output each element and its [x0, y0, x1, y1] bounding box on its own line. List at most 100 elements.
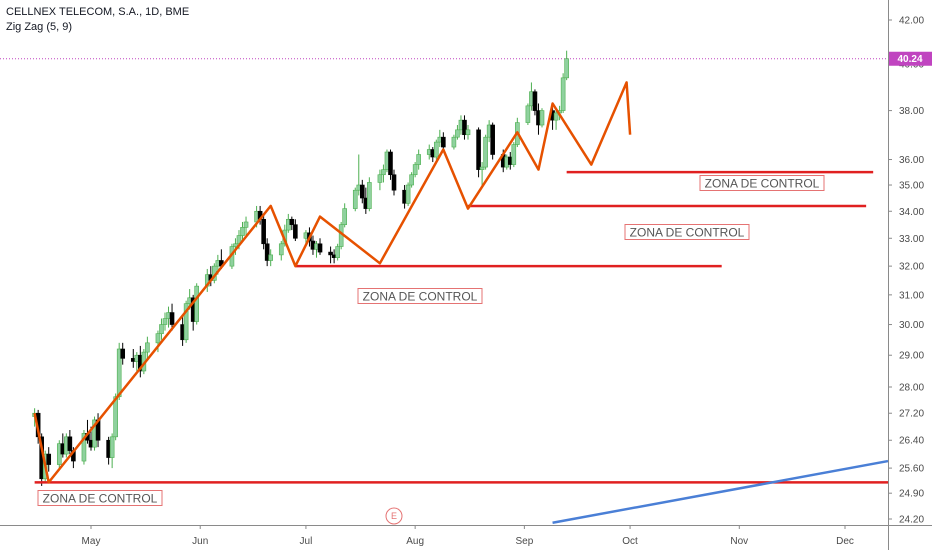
candle-body-up	[145, 342, 150, 353]
candle-body-up	[412, 164, 418, 176]
candle[interactable]	[120, 342, 126, 365]
candle[interactable]	[359, 179, 365, 204]
last-price-label: 40.24	[897, 54, 922, 65]
earnings-marker[interactable]	[385, 507, 403, 525]
candle[interactable]	[560, 73, 566, 113]
candle[interactable]	[388, 149, 393, 180]
candle[interactable]	[289, 216, 295, 231]
candle-body-up	[465, 129, 471, 136]
candle[interactable]	[451, 134, 457, 150]
x-tick-label: Sep	[515, 536, 533, 547]
candle[interactable]	[159, 318, 164, 340]
candle[interactable]	[539, 108, 545, 128]
candle[interactable]	[109, 433, 115, 469]
candle[interactable]	[162, 312, 168, 331]
candle[interactable]	[328, 246, 333, 264]
candle[interactable]	[462, 115, 467, 140]
y-tick-label: 24.90	[899, 489, 924, 500]
x-tick-label: Jun	[192, 536, 208, 547]
candle-body-down	[462, 119, 467, 136]
candle-body-up	[278, 243, 284, 256]
x-tick-label: Oct	[622, 536, 638, 547]
candle[interactable]	[553, 110, 559, 130]
candle-body-up	[243, 221, 249, 228]
zone-label: ZONA DE CONTROL	[363, 290, 478, 304]
candle[interactable]	[405, 182, 411, 206]
candle[interactable]	[264, 238, 270, 267]
candle[interactable]	[352, 187, 358, 212]
candle[interactable]	[243, 216, 249, 236]
candle-body-up	[416, 154, 421, 165]
candle[interactable]	[483, 134, 488, 170]
candle-body-up	[564, 58, 569, 79]
candle[interactable]	[342, 203, 347, 228]
candle[interactable]	[455, 124, 460, 140]
candle-body-down	[289, 218, 295, 225]
candle-body-up	[560, 77, 566, 111]
candle[interactable]	[433, 139, 439, 160]
candle[interactable]	[317, 238, 323, 255]
candle-body-up	[233, 243, 238, 247]
y-tick-label: 24.20	[899, 515, 924, 526]
y-tick-label: 35.00	[899, 181, 924, 192]
candle[interactable]	[278, 241, 284, 261]
candle-body-up	[511, 144, 517, 165]
candle[interactable]	[233, 238, 238, 255]
candle[interactable]	[377, 169, 383, 191]
candle[interactable]	[46, 447, 52, 472]
y-tick-label: 27.20	[899, 409, 924, 420]
candle-body-up	[113, 396, 118, 438]
trendline[interactable]	[552, 459, 889, 524]
candle[interactable]	[412, 162, 418, 178]
candle[interactable]	[268, 249, 273, 267]
candle[interactable]	[416, 149, 421, 170]
y-tick-label: 30.00	[899, 320, 924, 331]
candle[interactable]	[381, 164, 386, 183]
candle[interactable]	[525, 103, 531, 125]
candle-body-up	[240, 227, 245, 236]
candle[interactable]	[465, 124, 471, 140]
candle[interactable]	[409, 172, 414, 188]
candle[interactable]	[155, 330, 161, 353]
candle[interactable]	[169, 303, 175, 331]
candle[interactable]	[194, 283, 200, 325]
candle[interactable]	[479, 162, 485, 188]
candle[interactable]	[293, 219, 298, 242]
candle[interactable]	[335, 243, 340, 261]
candle-body-up	[539, 110, 545, 126]
candle[interactable]	[116, 342, 122, 401]
candle[interactable]	[261, 213, 266, 250]
y-tick-label: 38.00	[899, 106, 924, 117]
symbol-title: CELLNEX TELECOM, S.A., 1D, BME	[6, 6, 190, 18]
candle[interactable]	[476, 127, 481, 178]
zone-label: ZONA DE CONTROL	[705, 177, 820, 191]
candle[interactable]	[67, 430, 73, 455]
candle-body-down	[261, 218, 266, 245]
candle[interactable]	[183, 300, 189, 343]
candle[interactable]	[511, 142, 517, 168]
candle[interactable]	[240, 221, 245, 242]
candle[interactable]	[532, 89, 538, 116]
y-tick-label: 36.00	[899, 155, 924, 166]
candle-body-up	[194, 285, 200, 322]
candle[interactable]	[113, 393, 118, 441]
candle-body-down	[359, 184, 365, 199]
candle[interactable]	[564, 50, 569, 81]
candle[interactable]	[81, 430, 87, 465]
candle-body-up	[455, 129, 460, 138]
candle-body-down	[441, 136, 446, 148]
candle-body-down	[67, 436, 73, 451]
candle[interactable]	[145, 336, 150, 359]
zigzag-indicator[interactable]	[33, 81, 632, 484]
candle-body-down	[391, 174, 397, 191]
candle[interactable]	[367, 177, 372, 212]
candle[interactable]	[490, 122, 495, 160]
candle-body-up	[525, 105, 531, 123]
y-tick-label: 29.00	[899, 351, 924, 362]
candle[interactable]	[391, 169, 397, 196]
candle-body-up	[553, 112, 559, 121]
candle-body-down	[476, 129, 481, 170]
y-tick-label: 25.60	[899, 464, 924, 475]
